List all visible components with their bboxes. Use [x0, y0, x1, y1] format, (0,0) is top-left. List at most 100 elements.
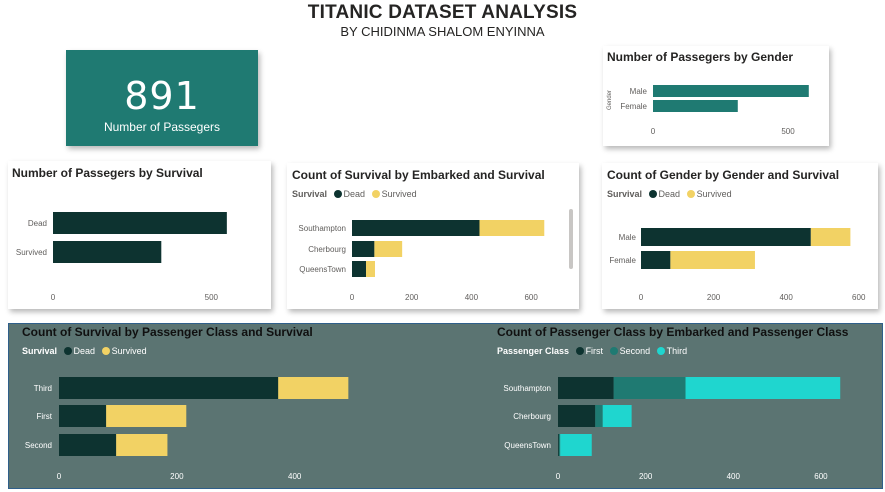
bar-survived[interactable] [53, 241, 162, 263]
category-label-female: Female [609, 256, 636, 265]
chart-survival: Dead Survived 0 500 [16, 212, 227, 302]
axis-tick-400: 400 [779, 293, 793, 302]
bar-cherbourg-dead[interactable] [352, 241, 375, 257]
chart-embarked: Southampton Cherbourg QueensTown 0 200 400 600 [298, 220, 545, 302]
legend-dead-swatch [333, 190, 342, 198]
page-title: TITANIC DATASET ANALYSIS [307, 2, 578, 23]
legend-dead-swatch [63, 347, 72, 355]
bar-queenstown-first[interactable] [558, 434, 559, 456]
category-label-second: Second [25, 441, 52, 450]
chart-pclass-embarked: Southampton Cherbourg QueensTown 0 200 400 600 [503, 377, 841, 481]
category-label-male: Male [619, 233, 637, 242]
legend-title: Survival [292, 189, 328, 199]
category-label-queenstown: QueensTown [504, 441, 551, 450]
category-label-dead: Dead [28, 219, 47, 228]
axis-tick-600: 600 [852, 293, 866, 302]
page-subtitle: BY CHIDINMA SHALOM ENYINNA [340, 24, 545, 39]
bar-male-survived[interactable] [810, 228, 851, 246]
axis-tick-600: 600 [814, 472, 828, 481]
axis-tick-0: 0 [57, 472, 62, 481]
axis-tick-0: 0 [51, 293, 56, 302]
legend-second-swatch [609, 347, 618, 355]
bar-southampton-third[interactable] [685, 377, 841, 399]
bottom-panel: Count of Survival by Passenger Class and… [8, 323, 883, 489]
category-label-survived: Survived [16, 248, 47, 257]
chart-legend: Survival Dead Survived [607, 189, 732, 199]
bar-female[interactable] [653, 100, 738, 112]
legend-dead-swatch [648, 190, 657, 198]
chart-card-embarked[interactable]: Count of Survival by Embarked and Surviv… [287, 163, 579, 309]
bar-southampton-survived[interactable] [479, 220, 545, 236]
kpi-label: Number of Passegers [103, 120, 221, 134]
bar-male[interactable] [653, 85, 809, 97]
bar-cherbourg-third[interactable] [602, 405, 632, 427]
category-label-third: Third [34, 384, 52, 393]
legend-second-label[interactable]: Second [619, 346, 651, 356]
bar-female-dead[interactable] [641, 251, 671, 269]
chart-title: Number of Passegers by Gender [607, 50, 794, 64]
bar-second-survived[interactable] [116, 434, 168, 456]
kpi-card-passengers[interactable]: 891 Number of Passegers [66, 50, 258, 146]
bar-third-dead[interactable] [59, 377, 279, 399]
bar-cherbourg-first[interactable] [558, 405, 596, 427]
chart-card-gender[interactable]: Number of Passegers by Gender Male Female… [603, 46, 829, 146]
bar-female-survived[interactable] [670, 251, 755, 269]
bar-southampton-first[interactable] [558, 377, 614, 399]
category-label-southampton: Southampton [298, 224, 346, 233]
axis-tick-500: 500 [781, 127, 795, 136]
bar-queenstown-third[interactable] [560, 434, 592, 456]
axis-tick-400: 400 [465, 293, 479, 302]
legend-survived-swatch [686, 190, 695, 198]
axis-tick-0: 0 [651, 127, 656, 136]
chart-card-survival[interactable]: Number of Passegers by Survival Dead Surv… [8, 161, 271, 309]
legend-survived-swatch [101, 347, 110, 355]
bar-queenstown-survived[interactable] [366, 261, 375, 277]
bar-first-survived[interactable] [106, 405, 187, 427]
category-label-first: First [36, 412, 52, 421]
bar-dead[interactable] [53, 212, 227, 234]
axis-tick-200: 200 [639, 472, 653, 481]
legend-first-swatch [575, 347, 584, 355]
axis-label-y: Gender [607, 90, 613, 110]
chart-title: Count of Gender by Gender and Survival [607, 168, 840, 182]
legend-third-swatch [656, 347, 665, 355]
category-label-cherbourg: Cherbourg [513, 412, 551, 421]
legend-dead-label[interactable]: Dead [73, 346, 96, 356]
legend-survived-label[interactable]: Survived [381, 189, 417, 199]
legend-title: Survival [607, 189, 643, 199]
bar-male-dead[interactable] [641, 228, 811, 246]
bar-queenstown-second[interactable] [558, 434, 561, 456]
legend-third-label[interactable]: Third [666, 346, 688, 356]
chart-legend-pclass-embarked: Passenger Class First Second Third [497, 346, 687, 356]
bar-third-survived[interactable] [278, 377, 349, 399]
axis-tick-200: 200 [405, 293, 419, 302]
bar-first-dead[interactable] [59, 405, 107, 427]
legend-survived-label[interactable]: Survived [696, 189, 732, 199]
chart-gender-survival: Male Female 0 200 400 600 [609, 228, 866, 302]
bar-southampton-dead[interactable] [352, 220, 480, 236]
bar-southampton-second[interactable] [613, 377, 686, 399]
chart-pclass-survival: Third First Second 0 200 400 [25, 377, 349, 481]
category-label-male: Male [630, 87, 648, 96]
chart-title: Count of Survival by Embarked and Surviv… [292, 168, 545, 182]
chart-legend-pclass-survival: Survival Dead Survived [22, 346, 147, 356]
axis-tick-400: 400 [727, 472, 741, 481]
chart-title: Number of Passegers by Survival [12, 166, 203, 180]
axis-tick-500: 500 [205, 293, 219, 302]
legend-dead-label[interactable]: Dead [658, 189, 681, 199]
bar-second-dead[interactable] [59, 434, 117, 456]
scrollbar[interactable] [569, 209, 573, 269]
bar-queenstown-dead[interactable] [352, 261, 367, 277]
legend-dead-label[interactable]: Dead [343, 189, 366, 199]
chart-title-pclass-embarked: Count of Passenger Class by Embarked and… [497, 325, 849, 339]
chart-title-pclass-survival: Count of Survival by Passenger Class and… [22, 325, 313, 339]
legend-survived-label[interactable]: Survived [111, 346, 147, 356]
legend-survived-swatch [371, 190, 380, 198]
bar-cherbourg-survived[interactable] [374, 241, 403, 257]
chart-card-gender-survival[interactable]: Count of Gender by Gender and Survival S… [602, 163, 878, 309]
category-label-queenstown: QueensTown [299, 265, 346, 274]
legend-first-label[interactable]: First [585, 346, 604, 356]
category-label-southampton: Southampton [503, 384, 551, 393]
axis-tick-0: 0 [556, 472, 561, 481]
bar-cherbourg-second[interactable] [595, 405, 603, 427]
